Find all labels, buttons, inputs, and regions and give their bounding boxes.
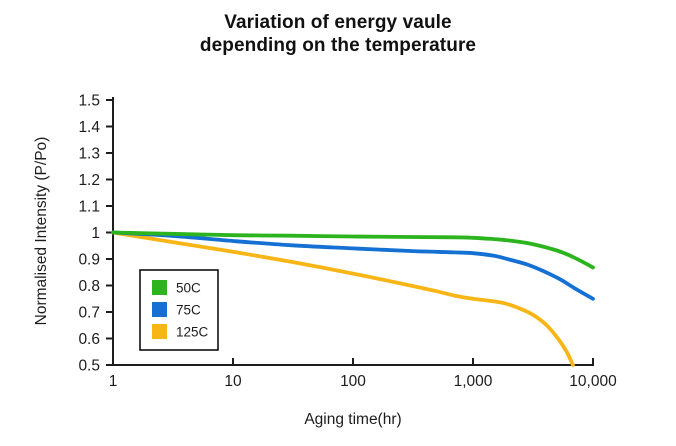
x-axis-title: Aging time(hr): [304, 411, 401, 428]
series-line-50C: [111, 230, 595, 270]
y-tick-label: 0.6: [78, 331, 100, 348]
x-tick-label: 10,000: [569, 373, 617, 390]
legend-swatch-75C: [152, 302, 167, 317]
y-axis-title: Normalised Intensity (P/Po): [33, 137, 50, 326]
y-tick-label: 0.5: [78, 358, 100, 375]
y-tick-label: 1.1: [78, 199, 100, 216]
y-tick-label: 0.7: [78, 305, 100, 322]
y-tick-label: 1.5: [78, 93, 100, 110]
legend-swatch-50C: [152, 280, 167, 295]
legend-label-125C: 125C: [176, 324, 209, 339]
legend-label-75C: 75C: [176, 302, 201, 317]
y-tick-label: 1.4: [78, 119, 100, 136]
x-tick-label: 100: [340, 373, 366, 390]
y-tick-label: 1.2: [78, 172, 100, 189]
legend-swatch-125C: [152, 324, 167, 339]
x-tick-label: 1,000: [454, 373, 493, 390]
chart-title: Variation of energy vaule depending on t…: [10, 11, 666, 57]
x-tick-label: 10: [224, 373, 242, 390]
y-tick-label: 1.3: [78, 146, 100, 163]
series-line-125C: [111, 230, 575, 367]
legend-label-50C: 50C: [176, 280, 201, 295]
chart-title-line1: Variation of energy vaule: [224, 12, 452, 33]
y-tick-label: 1: [91, 225, 100, 242]
y-tick-label: 0.8: [78, 278, 100, 295]
series-line-75C: [111, 230, 595, 301]
y-tick-label: 0.9: [78, 252, 100, 269]
x-tick-label: 1: [109, 373, 118, 390]
chart-title-line2: depending on the temperature: [199, 35, 477, 56]
